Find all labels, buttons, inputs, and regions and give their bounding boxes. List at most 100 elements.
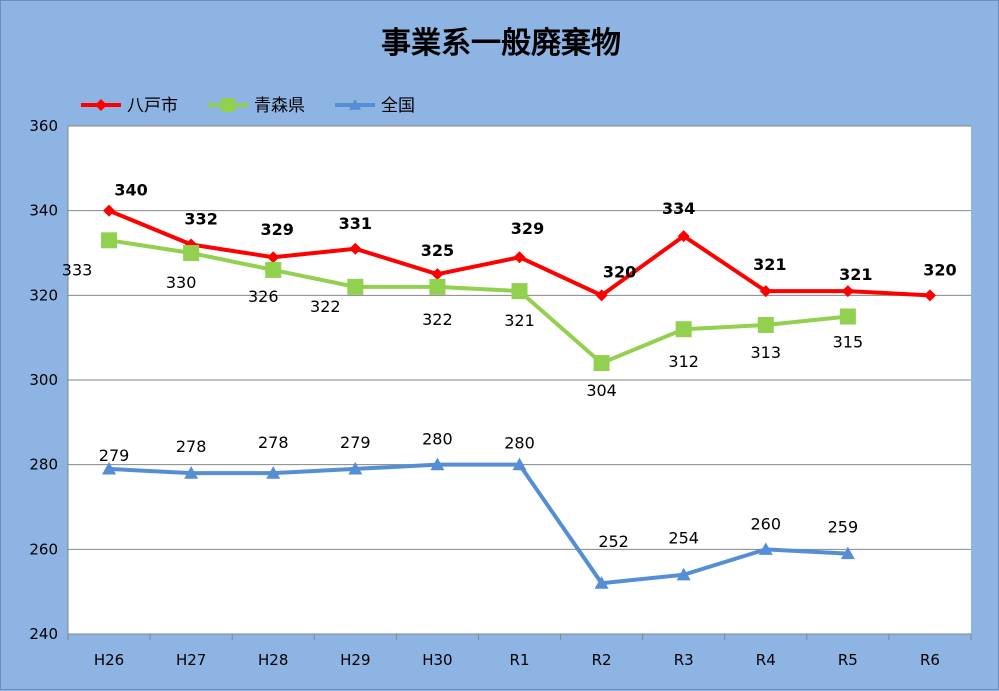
- data-point-r2: [593, 355, 610, 372]
- data-point-r2: [595, 289, 608, 302]
- data-point-h28: [265, 261, 282, 278]
- data-label-r4: 321: [753, 255, 786, 274]
- data-label-h30: 280: [422, 430, 453, 449]
- y-tick-label-360: 360: [29, 117, 58, 135]
- x-tick-label-r2: R2: [592, 651, 612, 669]
- data-point-h28: [267, 251, 280, 264]
- legend-marker: [221, 98, 235, 112]
- data-point-h29: [347, 278, 364, 295]
- data-label-r2: 320: [603, 262, 636, 281]
- legend-label: 青森県: [254, 96, 305, 116]
- y-tick-label-300: 300: [29, 371, 58, 389]
- data-point-h26: [101, 232, 118, 249]
- legend: 八戸市 青森県 全国: [81, 96, 415, 116]
- x-tick-label-r5: R5: [838, 651, 858, 669]
- x-tick-label-h26: H26: [94, 651, 124, 669]
- data-label-r4: 313: [750, 343, 781, 362]
- data-point-r1: [512, 457, 527, 471]
- data-point-r4: [758, 542, 773, 555]
- y-axis: 240 260 280 300 320 340 360: [29, 117, 69, 643]
- data-point-h29: [349, 242, 362, 255]
- legend-item-e585abe688b8e5b882: 八戸市: [81, 96, 178, 116]
- y-tick-label-320: 320: [29, 286, 58, 304]
- series-e585a8e59bbd: 279 278 278 279 280 280 252 254 260 259: [99, 430, 858, 589]
- data-point-h27: [183, 245, 200, 261]
- data-label-r2: 252: [598, 532, 629, 551]
- data-label-h29: 279: [340, 433, 371, 452]
- series-e585abe688b8e5b882: 340 332 329 331 325 329 320 334 321 321 320: [103, 181, 957, 302]
- x-tick-label-r3: R3: [674, 651, 694, 669]
- data-point-h30: [429, 278, 446, 295]
- legend-marker: [95, 99, 107, 111]
- data-label-h28: 326: [248, 287, 279, 306]
- data-label-r6: 320: [923, 260, 956, 279]
- data-point-h28: [266, 466, 281, 479]
- series-e99d92e6a3aee79c8c: 333 330 326 322 322 321 304 312 313 315: [62, 232, 863, 400]
- series-line-e585a8e59bbd: [108, 462, 848, 586]
- data-point-h30: [430, 457, 445, 471]
- data-point-r1: [511, 283, 528, 300]
- data-label-h27: 332: [184, 210, 217, 229]
- y-tick-label-280: 280: [29, 456, 58, 474]
- data-point-r3: [677, 230, 690, 243]
- data-label-h26: 340: [114, 181, 147, 200]
- data-label-r3: 312: [668, 352, 699, 371]
- data-label-h28: 278: [258, 433, 289, 452]
- data-label-h29: 322: [310, 297, 341, 316]
- x-tick-label-h29: H29: [340, 651, 370, 669]
- legend-label: 八戸市: [127, 96, 178, 116]
- data-label-r5: 259: [828, 518, 859, 537]
- data-point-h26: [102, 461, 117, 475]
- data-point-h26: [103, 204, 116, 217]
- data-point-r4: [757, 316, 774, 333]
- data-label-h26: 333: [62, 260, 93, 279]
- y-tick-label-340: 340: [29, 202, 58, 220]
- y-tick-label-260: 260: [29, 540, 58, 558]
- data-point-h29: [348, 461, 363, 475]
- x-tick-label-h27: H27: [176, 651, 206, 669]
- data-label-h30: 325: [421, 241, 454, 260]
- data-label-r1: 321: [504, 311, 535, 330]
- data-label-h30: 322: [422, 310, 453, 329]
- data-label-r1: 329: [511, 219, 544, 238]
- data-label-r3: 254: [668, 529, 699, 548]
- data-label-h27: 330: [166, 273, 197, 292]
- x-tick-label-h30: H30: [422, 651, 452, 669]
- data-point-r5: [839, 308, 856, 325]
- data-point-h30: [431, 268, 444, 281]
- data-point-r4: [759, 285, 772, 298]
- x-tick-label-r6: R6: [920, 651, 940, 669]
- data-label-r1: 280: [504, 434, 535, 453]
- data-label-r2: 304: [586, 381, 617, 400]
- data-point-r2: [594, 576, 609, 589]
- data-point-r5: [841, 285, 854, 298]
- x-tick-label-r1: R1: [510, 651, 530, 669]
- data-label-h26: 279: [99, 446, 130, 465]
- legend-item-e99d92e6a3aee79c8c: 青森県: [208, 96, 305, 116]
- x-axis: H26 H27 H28 H29 H30 R1 R2 R3 R4 R5 R6: [67, 633, 972, 669]
- data-point-r5: [840, 546, 855, 560]
- data-label-r4: 260: [750, 514, 781, 533]
- x-tick-label-r4: R4: [756, 651, 776, 669]
- legend-item-e585a8e59bbd: 全国: [335, 96, 415, 116]
- data-point-r3: [675, 321, 692, 338]
- data-point-r1: [513, 251, 526, 264]
- x-tick-label-h28: H28: [258, 651, 288, 669]
- data-point-r3: [676, 567, 691, 581]
- data-label-r5: 321: [839, 265, 872, 284]
- series-line-e99d92e6a3aee79c8c: [108, 238, 849, 366]
- data-point-r6: [923, 289, 936, 302]
- data-point-h27: [184, 466, 199, 479]
- y-tick-label-240: 240: [29, 625, 58, 643]
- data-label-r3: 334: [662, 199, 695, 218]
- data-label-h29: 331: [339, 214, 372, 233]
- data-label-r5: 315: [833, 333, 864, 352]
- data-label-h28: 329: [261, 220, 294, 239]
- chart-title: 事業系一般廃棄物: [381, 26, 621, 61]
- legend-marker: [349, 99, 361, 110]
- legend-label: 全国: [381, 96, 415, 116]
- data-label-h27: 278: [176, 437, 207, 456]
